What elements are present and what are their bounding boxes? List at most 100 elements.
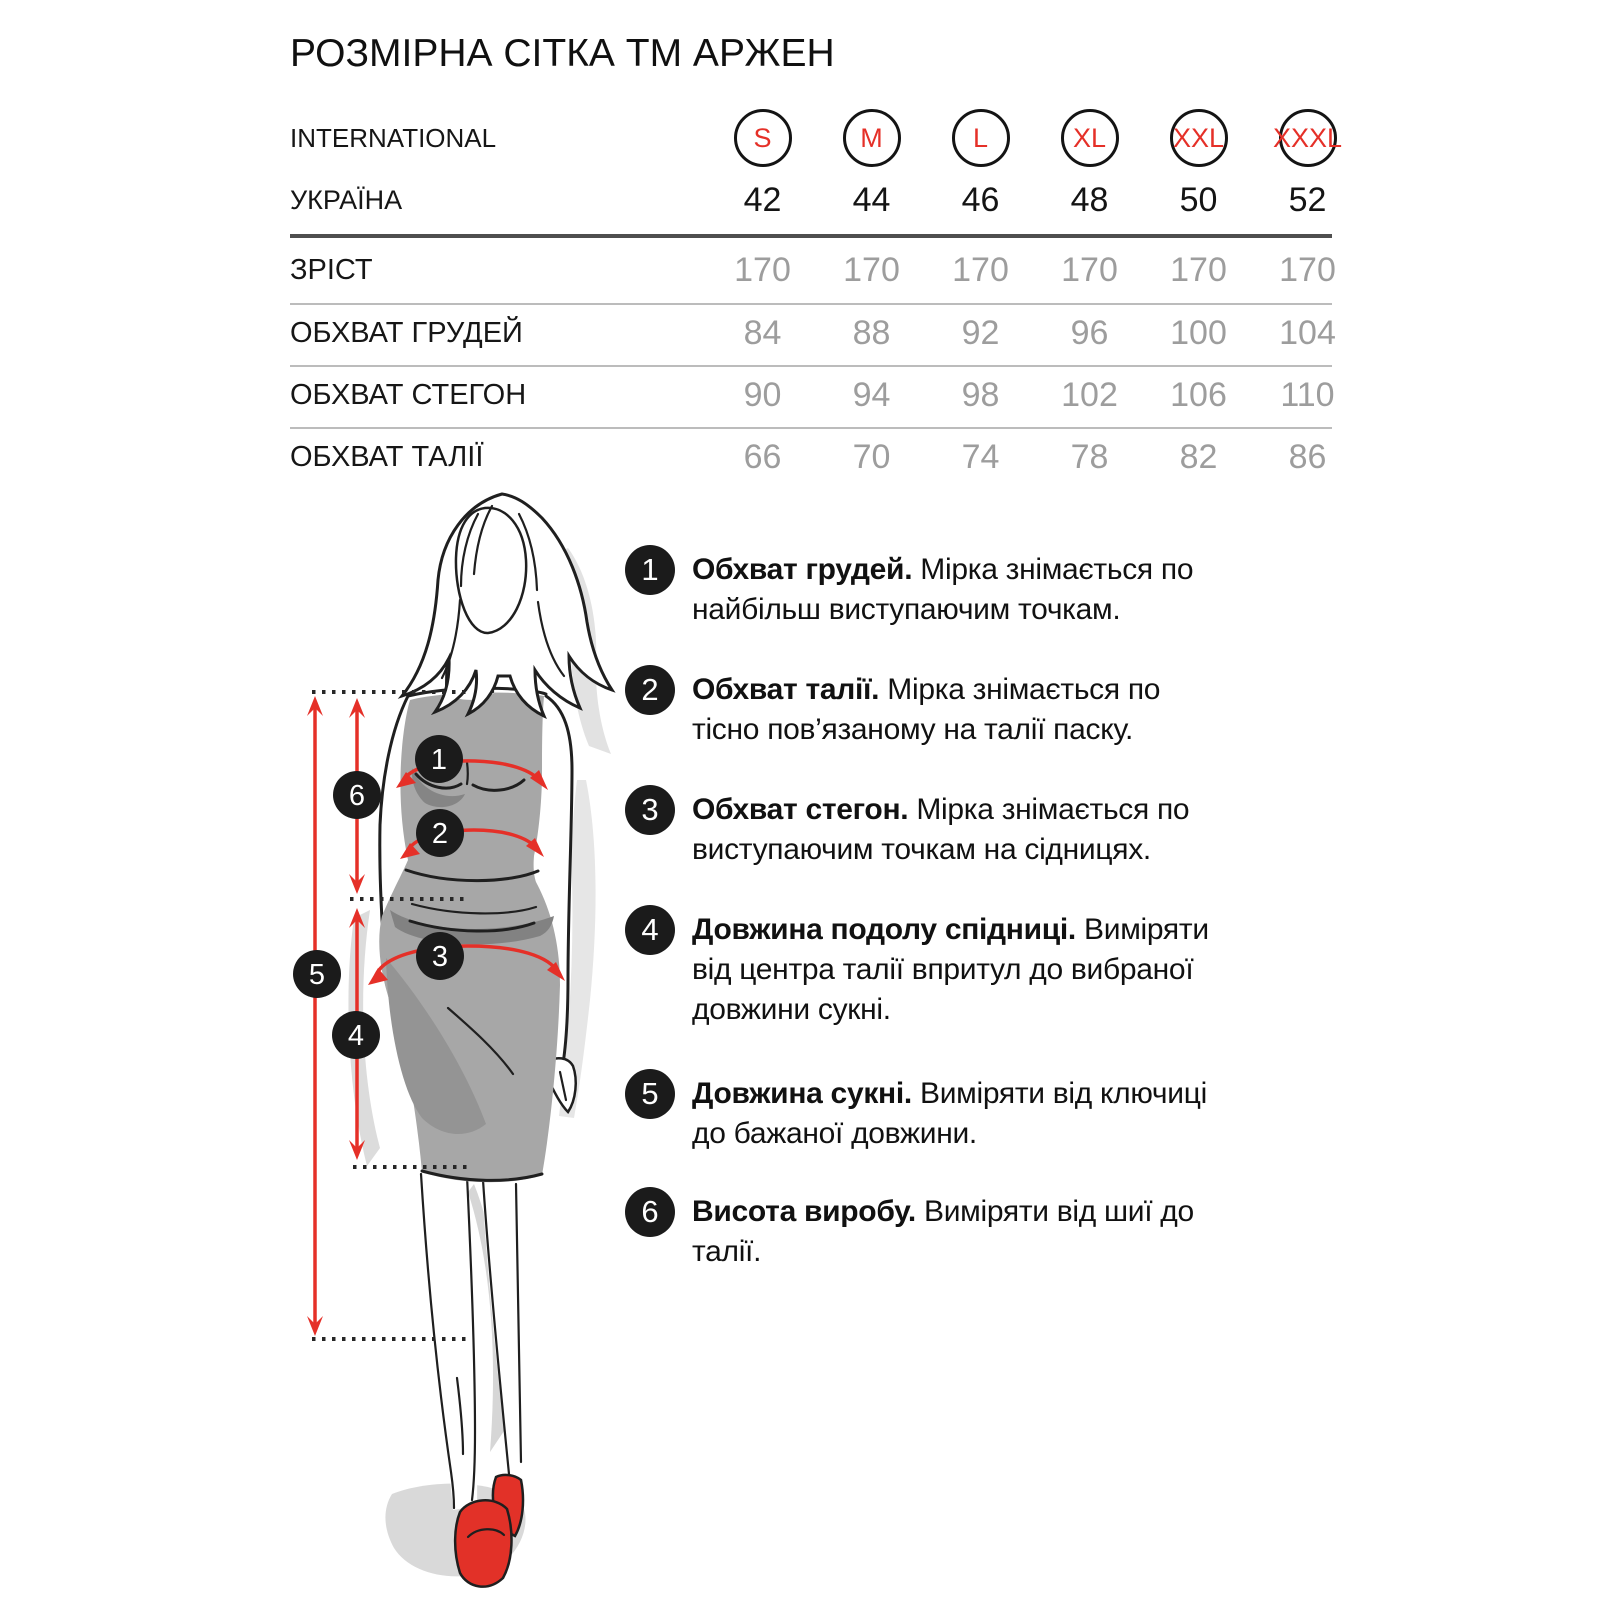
cell-value: 98	[961, 375, 1000, 414]
ukraine-size: 42	[743, 180, 782, 219]
annotation-title: Довжина подолу спідниці.	[692, 913, 1076, 946]
annotation-body: Мірка знімається по виступаючим точкам н…	[692, 793, 1190, 866]
annotation-body: Виміряти від ключиці до бажаної довжини.	[692, 1077, 1207, 1150]
annotation-number-badge: 1	[625, 545, 675, 595]
annotation-item-6: 6 Висота виробу. Виміряти від шиї до тал…	[625, 1187, 1365, 1272]
cell-value: 104	[1279, 313, 1336, 352]
size-badge-xl: XL	[1060, 109, 1119, 167]
cell-value: 100	[1170, 313, 1227, 352]
measurement-figure: 1 2 3 4 5 6	[293, 492, 616, 1588]
ukraine-size: 50	[1179, 180, 1218, 219]
annotation-text: Довжина сукні. Виміряти від ключиці до б…	[692, 1069, 1352, 1154]
figure-marker-5-label: 5	[309, 959, 325, 991]
red-shoes	[453, 1473, 525, 1588]
annotation-number-badge: 3	[625, 785, 675, 835]
row-label: ОБХВАТ ГРУДЕЙ	[290, 316, 523, 349]
annotation-number-badge: 6	[625, 1187, 675, 1237]
cell-value: 66	[743, 437, 782, 476]
cell-value: 170	[1061, 250, 1118, 289]
size-badge-label: S	[753, 122, 772, 153]
figure-head	[397, 492, 616, 720]
size-badge-xxl: XXL	[1169, 109, 1228, 167]
figure-marker-2-label: 2	[432, 818, 448, 850]
cell-value: 170	[734, 250, 791, 289]
table-row-height: ЗРІСТ 170 170 170 170 170 170	[290, 240, 1362, 300]
size-badge-xxxl: XXXL	[1273, 109, 1342, 167]
annotation-text: Обхват талії. Мірка знімається по тісно …	[692, 665, 1352, 750]
cell-value: 70	[852, 437, 891, 476]
size-badge-l: L	[951, 109, 1010, 167]
cell-value: 86	[1288, 437, 1327, 476]
annotation-text: Обхват стегон. Мірка знімається по висту…	[692, 785, 1352, 870]
figure-marker-1	[415, 735, 463, 783]
figure-marker-4-label: 4	[348, 1020, 364, 1052]
figure-marker-2	[416, 809, 464, 857]
row-label: ЗРІСТ	[290, 253, 373, 286]
cell-value: 102	[1061, 375, 1118, 414]
table-rule	[290, 303, 1332, 305]
cell-value: 78	[1070, 437, 1109, 476]
table-rule	[290, 234, 1332, 238]
size-badge-label: M	[860, 122, 883, 153]
cell-value: 92	[961, 313, 1000, 352]
cell-value: 170	[843, 250, 900, 289]
cell-value: 110	[1280, 375, 1335, 414]
annotation-body: Мірка знімається по найбільш виступаючим…	[692, 553, 1194, 626]
annotation-number-badge: 4	[625, 905, 675, 955]
annotation-text: Обхват грудей. Мірка знімається по найбі…	[692, 545, 1352, 630]
ukraine-size: 48	[1070, 180, 1109, 219]
annotation-text: Висота виробу. Виміряти від шиї до талії…	[692, 1187, 1352, 1272]
table-row-waist: ОБХВАТ ТАЛІЇ 66 70 74 78 82 86	[290, 429, 1362, 485]
annotation-body: Виміряти від шиї до талії.	[692, 1195, 1194, 1268]
annotation-item-3: 3 Обхват стегон. Мірка знімається по вис…	[625, 785, 1365, 870]
figure-marker-3	[416, 932, 464, 980]
annotation-title: Обхват стегон.	[692, 793, 909, 826]
cell-value: 82	[1179, 437, 1218, 476]
annotation-item-4: 4 Довжина подолу спідниці. Виміряти від …	[625, 905, 1365, 1030]
ukraine-size: 52	[1288, 180, 1327, 219]
cell-value: 170	[952, 250, 1009, 289]
page-title: РОЗМІРНА СІТКА ТМ АРЖЕН	[290, 32, 835, 75]
figure-number-markers: 1 2 3 4 5 6	[293, 735, 464, 1059]
size-badge-m: M	[842, 109, 901, 167]
annotation-item-2: 2 Обхват талії. Мірка знімається по тісн…	[625, 665, 1365, 750]
annotation-title: Довжина сукні.	[692, 1077, 912, 1110]
cell-value: 88	[852, 313, 891, 352]
annotation-title: Висота виробу.	[692, 1195, 916, 1228]
annotation-number-badge: 5	[625, 1069, 675, 1119]
cell-value: 84	[743, 313, 782, 352]
annotation-item-1: 1 Обхват грудей. Мірка знімається по най…	[625, 545, 1365, 630]
ukraine-size: 46	[961, 180, 1000, 219]
ukraine-label: УКРАЇНА	[290, 184, 403, 215]
table-rule	[290, 365, 1332, 367]
size-badge-label: XL	[1072, 122, 1107, 153]
figure-marker-6	[333, 771, 381, 819]
size-badge-label: XXXL	[1272, 122, 1343, 153]
annotation-number-badge: 2	[625, 665, 675, 715]
figure-marker-5	[293, 950, 341, 998]
annotation-body: Мірка знімається по тісно пов’язаному на…	[692, 673, 1161, 746]
row-label: ОБХВАТ СТЕГОН	[290, 378, 527, 411]
cell-value: 74	[961, 437, 1000, 476]
cell-value: 106	[1170, 375, 1227, 414]
table-row-ukraine: УКРАЇНА 42 44 46 48 50 52	[290, 172, 1362, 228]
figure-marker-4	[332, 1011, 380, 1059]
table-row-chest: ОБХВАТ ГРУДЕЙ 84 88 92 96 100 104	[290, 305, 1362, 361]
annotation-text: Довжина подолу спідниці. Виміряти від це…	[692, 905, 1352, 1030]
size-badge-label: XXL	[1172, 122, 1225, 153]
size-badge-label: L	[972, 122, 989, 153]
cell-value: 170	[1170, 250, 1227, 289]
annotation-item-5: 5 Довжина сукні. Виміряти від ключиці до…	[625, 1069, 1365, 1154]
table-rule	[290, 427, 1332, 429]
cell-value: 170	[1279, 250, 1336, 289]
cell-value: 94	[852, 375, 891, 414]
figure-marker-3-label: 3	[432, 941, 448, 973]
international-label: INTERNATIONAL	[290, 122, 497, 153]
annotation-body: Виміряти від центра талії впритул до виб…	[692, 913, 1209, 1026]
ukraine-size: 44	[852, 180, 891, 219]
figure-legs	[419, 1170, 524, 1510]
annotation-title: Обхват талії.	[692, 673, 880, 706]
cell-value: 90	[743, 375, 782, 414]
figure-marker-6-label: 6	[349, 780, 365, 812]
